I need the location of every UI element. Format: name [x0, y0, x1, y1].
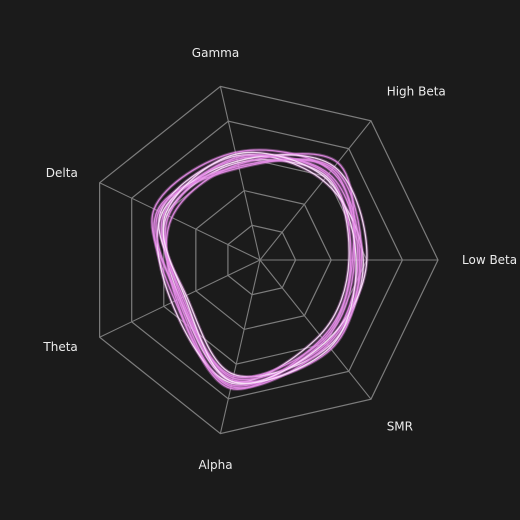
- grid-ring-1: [227, 224, 297, 296]
- axis-spoke-2: [219, 86, 261, 261]
- axis-label-delta: Delta: [46, 166, 78, 180]
- axis-label-alpha: Alpha: [198, 458, 232, 472]
- grid-ring-4: [131, 120, 404, 400]
- series-line-8: [155, 158, 363, 389]
- axis-spoke-3: [99, 182, 261, 261]
- series-line-6: [156, 154, 368, 385]
- axis-label-gamma: Gamma: [192, 46, 239, 60]
- axis-label-smr: SMR: [387, 419, 413, 433]
- series-line-4: [165, 153, 355, 390]
- axis-labels: Low Beta High Beta Gamma Delta Theta Alp…: [42, 46, 517, 472]
- grid-ring-5: [99, 85, 439, 435]
- series-line-9: [162, 151, 357, 384]
- axis-spoke-6: [259, 259, 372, 400]
- axis-spoke-5: [219, 259, 261, 434]
- axis-spoke-1: [259, 120, 372, 261]
- axis-label-high-beta: High Beta: [387, 85, 446, 99]
- series-line-7: [164, 154, 352, 379]
- axis-label-theta: Theta: [42, 340, 77, 354]
- grid-ring-2: [195, 189, 332, 331]
- radar-series: [150, 148, 369, 391]
- axis-label-low-beta: Low Beta: [462, 253, 517, 267]
